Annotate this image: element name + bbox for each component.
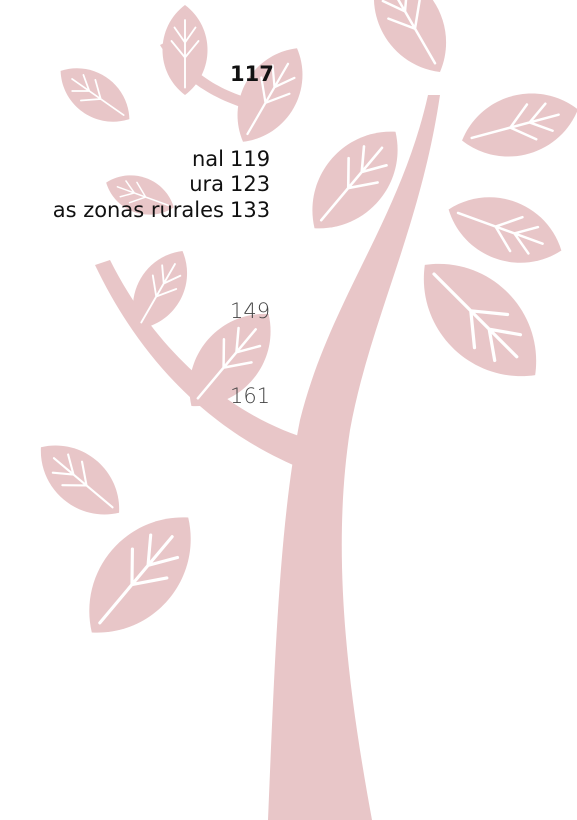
toc-page: 117 — [230, 62, 274, 86]
toc-title: ura — [189, 172, 224, 196]
leaf-shape — [354, 0, 466, 87]
leaf — [438, 181, 571, 278]
toc-page: 161 — [230, 384, 270, 408]
page: 117 nal119ura123as zonas rurales133 149 161 — [0, 0, 577, 820]
toc-page: 149 — [230, 299, 270, 323]
toc-title: nal — [192, 147, 224, 171]
leaf — [63, 493, 217, 656]
leaf — [454, 80, 577, 169]
toc-page: 133 — [230, 198, 270, 222]
leaf — [49, 54, 142, 137]
toc-title: as zonas rurales — [53, 198, 224, 222]
leaf — [354, 0, 466, 87]
leaf — [397, 237, 562, 402]
leaf — [25, 428, 136, 533]
toc-page: 123 — [230, 172, 270, 196]
toc-page: 119 — [230, 147, 270, 171]
